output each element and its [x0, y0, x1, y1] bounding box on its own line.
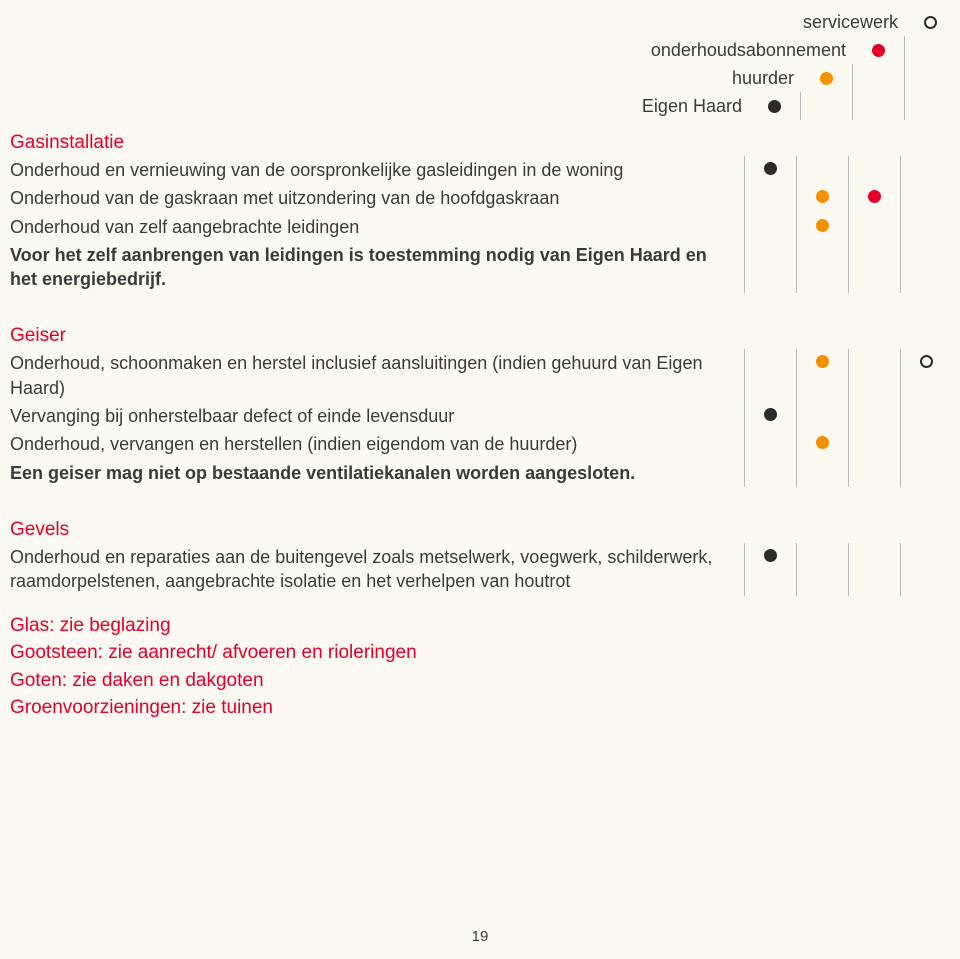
mark-cell	[796, 430, 848, 458]
section-title: Gevels	[4, 515, 956, 543]
legend-row-eigenhaard: Eigen Haard	[642, 92, 956, 120]
legend-cell	[800, 92, 852, 120]
mark-cell	[848, 156, 900, 184]
table-row: Vervanging bij onherstelbaar defect of e…	[4, 402, 956, 430]
legend-cell	[904, 36, 956, 64]
huurder-dot-icon	[820, 72, 833, 85]
eigen_haard-dot-icon	[764, 549, 777, 562]
mark-cell	[848, 459, 900, 487]
legend-cell	[904, 92, 956, 120]
row-description: Onderhoud en reparaties aan de buitengev…	[4, 543, 744, 596]
legend-header: servicewerk onderhoudsabonnement huurder	[0, 8, 956, 128]
mark-cell	[744, 543, 796, 596]
row-description: Onderhoud en vernieuwing van de oorspron…	[4, 156, 744, 184]
row-description: Vervanging bij onherstelbaar defect of e…	[4, 402, 744, 430]
legend-cell	[800, 64, 852, 92]
mark-cell	[848, 402, 900, 430]
mark-cell	[744, 156, 796, 184]
abonnement-dot-icon	[868, 190, 881, 203]
abonnement-dot-icon	[872, 44, 885, 57]
legend-cell	[852, 64, 904, 92]
legend-cell	[852, 92, 904, 120]
mark-cell	[744, 430, 796, 458]
mark-cell	[900, 402, 952, 430]
servicewerk-ring-icon	[920, 355, 933, 368]
legend-label-eigenhaard: Eigen Haard	[642, 96, 748, 117]
table-row: Onderhoud en reparaties aan de buitengev…	[4, 543, 956, 596]
reference-line: Glas: zie beglazing	[10, 612, 956, 640]
legend-label-servicewerk: servicewerk	[803, 12, 904, 33]
row-description: Onderhoud, vervangen en herstellen (indi…	[4, 430, 744, 458]
huurder-dot-icon	[816, 190, 829, 203]
mark-cell	[796, 241, 848, 294]
mark-cell	[900, 241, 952, 294]
section-title: Geiser	[4, 321, 956, 349]
mark-cell	[848, 543, 900, 596]
mark-cell	[796, 402, 848, 430]
table-row: Onderhoud, vervangen en herstellen (indi…	[4, 430, 956, 458]
mark-cell	[796, 184, 848, 212]
legend-cell	[904, 64, 956, 92]
mark-cell	[900, 349, 952, 402]
mark-cell	[900, 184, 952, 212]
mark-cell	[848, 349, 900, 402]
eigenhaard-dot-icon	[768, 100, 781, 113]
mark-cell	[744, 459, 796, 487]
legend-row-abonnement: onderhoudsabonnement	[651, 36, 956, 64]
mark-cell	[796, 349, 848, 402]
reference-line: Gootsteen: zie aanrecht/ afvoeren en rio…	[10, 639, 956, 667]
page-number: 19	[0, 928, 960, 945]
reference-line: Groenvoorzieningen: zie tuinen	[10, 694, 956, 722]
row-description: Onderhoud van de gaskraan met uitzonderi…	[4, 184, 744, 212]
legend-cell	[748, 92, 800, 120]
row-description: Een geiser mag niet op bestaande ventila…	[4, 459, 744, 487]
mark-cell	[900, 213, 952, 241]
row-description: Onderhoud van zelf aangebrachte leidinge…	[4, 213, 744, 241]
table-row: Een geiser mag niet op bestaande ventila…	[4, 459, 956, 487]
legend-row-servicewerk: servicewerk	[803, 8, 956, 36]
mark-cell	[900, 543, 952, 596]
legend-cell	[904, 8, 956, 36]
mark-cell	[900, 156, 952, 184]
huurder-dot-icon	[816, 355, 829, 368]
legend-cell	[852, 36, 904, 64]
row-description: Voor het zelf aanbrengen van leidingen i…	[4, 241, 744, 294]
table-row: Onderhoud van zelf aangebrachte leidinge…	[4, 213, 956, 241]
huurder-dot-icon	[816, 219, 829, 232]
eigen_haard-dot-icon	[764, 408, 777, 421]
table-row: Onderhoud van de gaskraan met uitzonderi…	[4, 184, 956, 212]
servicewerk-ring-icon	[924, 16, 937, 29]
legend-label-abonnement: onderhoudsabonnement	[651, 40, 852, 61]
eigen_haard-dot-icon	[764, 162, 777, 175]
table-row: Voor het zelf aanbrengen van leidingen i…	[4, 241, 956, 294]
mark-cell	[744, 349, 796, 402]
reference-line: Goten: zie daken en dakgoten	[10, 667, 956, 695]
section-title: Gasinstallatie	[4, 128, 956, 156]
mark-cell	[900, 430, 952, 458]
mark-cell	[744, 213, 796, 241]
mark-cell	[796, 156, 848, 184]
mark-cell	[848, 241, 900, 294]
row-description: Onderhoud, schoonmaken en herstel inclus…	[4, 349, 744, 402]
mark-cell	[744, 184, 796, 212]
cross-references: Glas: zie beglazingGootsteen: zie aanrec…	[4, 612, 956, 722]
mark-cell	[796, 543, 848, 596]
mark-cell	[744, 241, 796, 294]
page: servicewerk onderhoudsabonnement huurder	[0, 0, 960, 959]
mark-cell	[744, 402, 796, 430]
mark-cell	[900, 459, 952, 487]
mark-cell	[796, 213, 848, 241]
mark-cell	[848, 213, 900, 241]
table-row: Onderhoud, schoonmaken en herstel inclus…	[4, 349, 956, 402]
mark-cell	[848, 184, 900, 212]
legend-row-huurder: huurder	[732, 64, 956, 92]
table-row: Onderhoud en vernieuwing van de oorspron…	[4, 156, 956, 184]
responsibility-grid: GasinstallatieOnderhoud en vernieuwing v…	[4, 128, 956, 722]
huurder-dot-icon	[816, 436, 829, 449]
legend-label-huurder: huurder	[732, 68, 800, 89]
mark-cell	[848, 430, 900, 458]
mark-cell	[796, 459, 848, 487]
